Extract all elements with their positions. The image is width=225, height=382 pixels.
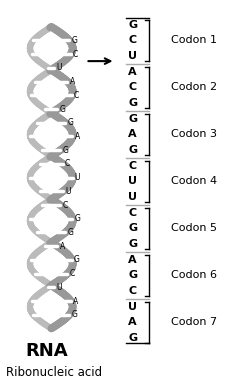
Text: A: A [70, 77, 75, 86]
Text: C: C [74, 91, 79, 100]
Text: C: C [73, 50, 78, 59]
Text: U: U [128, 176, 137, 186]
Text: U: U [65, 187, 70, 196]
Text: C: C [128, 83, 136, 92]
Text: G: G [71, 310, 77, 319]
Text: Codon 2: Codon 2 [171, 83, 217, 92]
Text: G: G [128, 333, 137, 343]
Text: Codon 1: Codon 1 [171, 36, 217, 45]
Text: G: G [128, 114, 137, 124]
Text: A: A [128, 317, 137, 327]
Text: C: C [65, 159, 70, 168]
Text: G: G [59, 105, 65, 113]
Text: A: A [59, 242, 65, 251]
Text: RNA: RNA [26, 342, 68, 361]
Text: C: C [128, 208, 136, 218]
Text: Codon 5: Codon 5 [171, 223, 217, 233]
Text: C: C [128, 161, 136, 171]
Text: G: G [128, 20, 137, 30]
Text: A: A [75, 132, 80, 141]
Text: A: A [128, 255, 137, 265]
Text: G: G [71, 36, 77, 45]
Text: U: U [56, 63, 62, 73]
Text: G: G [68, 118, 73, 127]
Text: Codon 4: Codon 4 [171, 176, 217, 186]
Text: Codon 6: Codon 6 [171, 270, 217, 280]
Text: G: G [68, 228, 73, 237]
Text: A: A [128, 67, 137, 77]
Text: G: G [74, 256, 80, 264]
Text: Codon 7: Codon 7 [171, 317, 217, 327]
Text: G: G [128, 270, 137, 280]
Text: G: G [128, 98, 137, 108]
Text: Ribonucleic acid: Ribonucleic acid [6, 366, 103, 379]
Text: G: G [128, 239, 137, 249]
Text: G: G [62, 146, 68, 155]
Text: G: G [128, 223, 137, 233]
Text: A: A [73, 296, 78, 306]
Text: U: U [75, 173, 80, 182]
Text: A: A [128, 129, 137, 139]
Text: Codon 3: Codon 3 [171, 129, 217, 139]
Text: U: U [128, 192, 137, 202]
Text: U: U [56, 283, 62, 292]
Text: G: G [75, 214, 81, 223]
Text: C: C [70, 269, 75, 278]
Text: U: U [128, 302, 137, 312]
Text: U: U [128, 51, 137, 61]
Text: C: C [62, 201, 68, 210]
Text: C: C [128, 286, 136, 296]
Text: G: G [128, 145, 137, 155]
Text: C: C [128, 36, 136, 45]
